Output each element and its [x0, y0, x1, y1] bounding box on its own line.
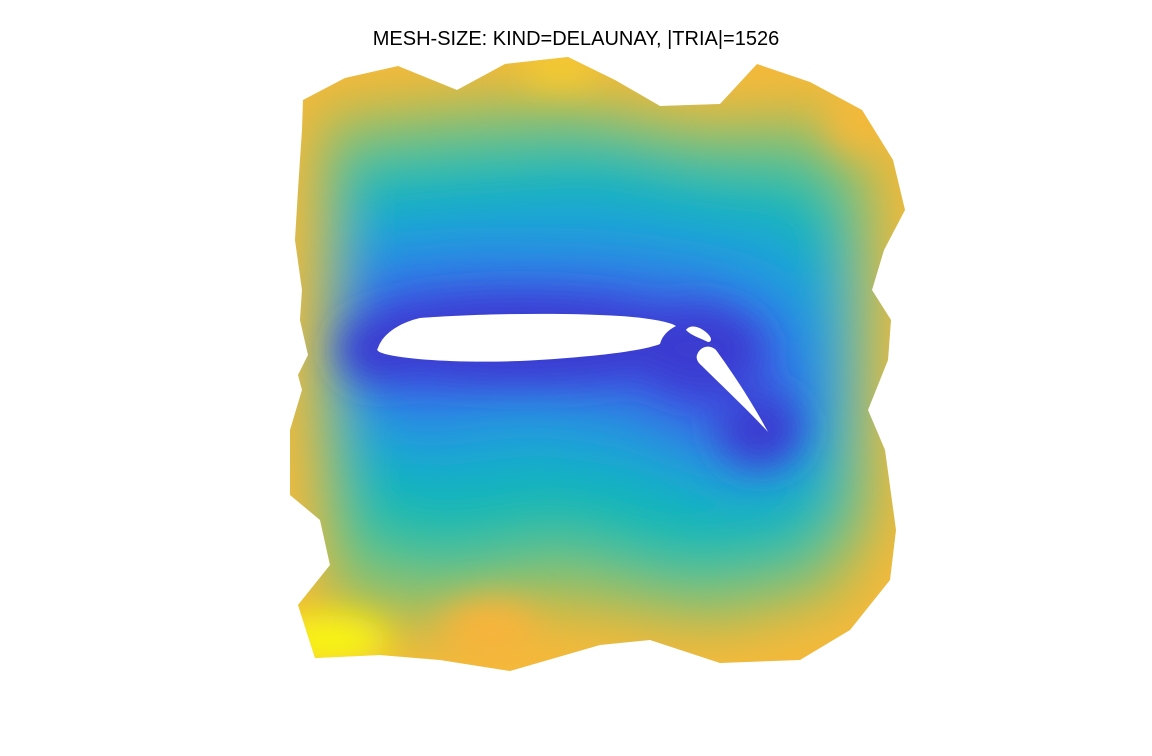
mesh-size-field: [290, 57, 905, 671]
airfoil-slat: [686, 326, 711, 342]
chart-title: MESH-SIZE: KIND=DELAUNAY, |TRIA|=1526: [372, 28, 780, 50]
airfoil-main-element: [377, 313, 676, 362]
airfoil-flap: [696, 346, 768, 432]
